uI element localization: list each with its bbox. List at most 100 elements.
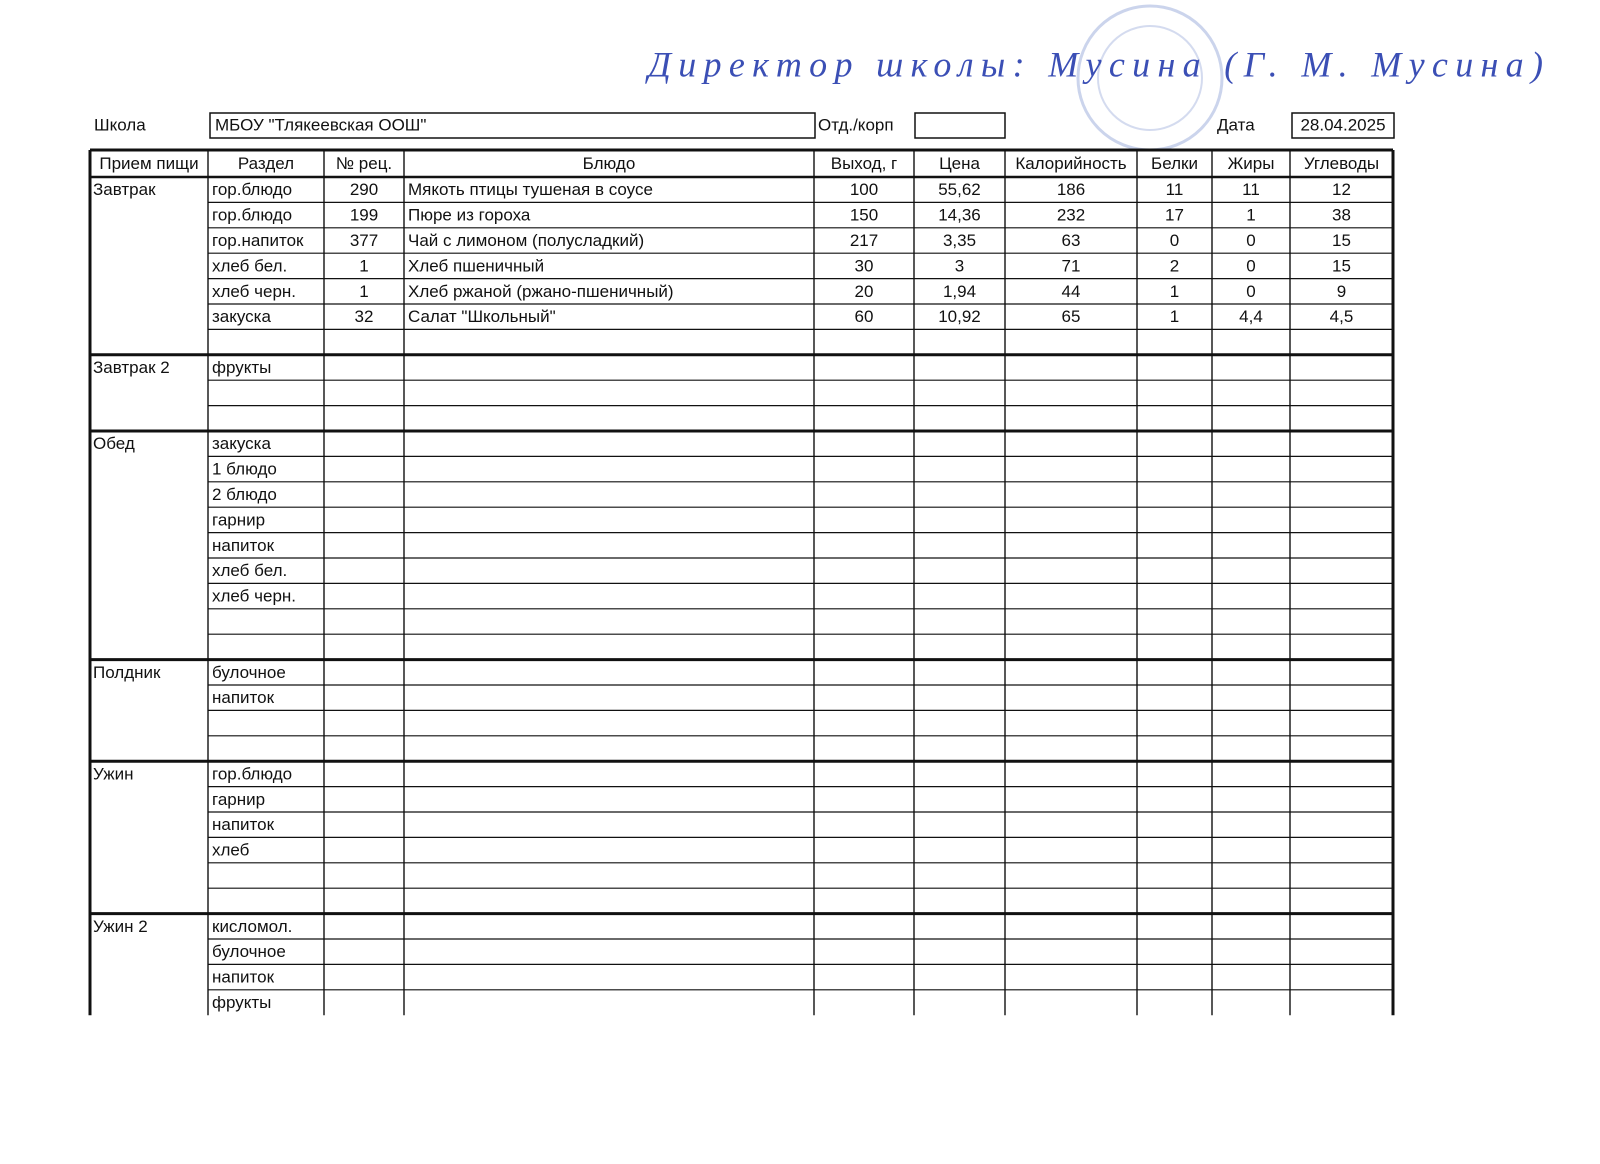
cell: 186 [1057,180,1085,199]
cell: 11 [1166,180,1184,199]
cell: Салат "Школьный" [408,307,556,326]
cell: 1 блюдо [212,460,277,479]
cell: фрукты [212,358,271,377]
school-label: Школа [94,115,146,134]
cell: 60 [855,307,874,326]
cell: напиток [212,815,275,834]
meal-name: Завтрак [93,180,156,199]
cell: 15 [1332,256,1351,275]
cell: Хлеб пшеничный [408,256,544,275]
cell: 377 [350,231,378,250]
cell: 65 [1062,307,1081,326]
meal-name: Ужин 2 [93,917,148,936]
cell: булочное [212,663,286,682]
cell: 3 [955,256,964,275]
cell: 232 [1057,206,1085,225]
cell: гор.блюдо [212,764,292,783]
cell: 4,4 [1239,307,1263,326]
column-header: Цена [939,154,980,173]
cell: закуска [212,307,271,326]
cell: 0 [1170,231,1179,250]
cell: 44 [1062,282,1081,301]
cell: хлеб черн. [212,587,296,606]
cell: 4,5 [1330,307,1354,326]
cell: Пюре из гороха [408,206,531,225]
stamp-inner [1097,25,1203,131]
cell: 2 [1170,256,1179,275]
cell: 14,36 [938,206,981,225]
column-header: Калорийность [1015,154,1126,173]
meal-name: Ужин [93,764,134,783]
cell: 3,35 [943,231,976,250]
cell: Хлеб ржаной (ржано-пшеничный) [408,282,674,301]
cell: гор.блюдо [212,206,292,225]
cell: 9 [1337,282,1346,301]
cell: булочное [212,942,286,961]
cell: гарнир [212,510,265,529]
cell: 2 блюдо [212,485,277,504]
branch-label: Отд./корп [818,115,894,134]
column-header: Блюдо [583,154,636,173]
cell: Чай с лимоном (полусладкий) [408,231,644,250]
cell: гор.блюдо [212,180,292,199]
cell: 63 [1062,231,1081,250]
cell: напиток [212,968,275,987]
cell: 1 [359,256,368,275]
cell: закуска [212,434,271,453]
cell: фрукты [212,993,271,1012]
meal-name: Обед [93,434,135,453]
column-header: Выход, г [831,154,898,173]
cell: 100 [850,180,878,199]
date: 28.04.2025 [1300,115,1385,134]
cell: 15 [1332,231,1351,250]
branch-box [914,112,1006,139]
cell: 20 [855,282,874,301]
date-box [1291,112,1395,139]
cell: гарнир [212,790,265,809]
cell: кисломол. [212,917,292,936]
column-header: № рец. [336,154,392,173]
column-header: Жиры [1228,154,1275,173]
cell: хлеб бел. [212,256,287,275]
cell: 1,94 [943,282,976,301]
cell: 30 [855,256,874,275]
cell: хлеб бел. [212,561,287,580]
cell: 17 [1165,206,1184,225]
cell: 10,92 [938,307,981,326]
column-header: Углеводы [1304,154,1379,173]
cell: 38 [1332,206,1351,225]
school: МБОУ "Тлякеевская ООШ" [215,115,426,134]
cell: 1 [1170,307,1179,326]
cell: 1 [1246,206,1255,225]
cell: 199 [350,206,378,225]
date-label: Дата [1217,115,1255,134]
signature: Директор школы: Мусина (Г. М. Мусина) [645,44,1543,84]
cell: гор.напиток [212,231,304,250]
column-header: Прием пищи [99,154,198,173]
cell: 1 [1170,282,1179,301]
cell: 12 [1332,180,1351,199]
cell: 0 [1246,282,1255,301]
cell: 55,62 [938,180,981,199]
cell: напиток [212,688,275,707]
cell: напиток [212,536,275,555]
cell: хлеб [212,841,250,860]
cell: 32 [355,307,374,326]
cell: 217 [850,231,878,250]
cell: 71 [1062,256,1081,275]
cell: Мякоть птицы тушеная в соусе [408,180,653,199]
cell: 150 [850,206,878,225]
cell: 0 [1246,231,1255,250]
cell: 1 [359,282,368,301]
cell: 290 [350,180,378,199]
meal-name: Завтрак 2 [93,358,170,377]
column-header: Раздел [238,154,294,173]
cell: 11 [1242,180,1260,199]
cell: 0 [1246,256,1255,275]
school-box [209,112,816,139]
meal-name: Полдник [93,663,161,682]
cell: хлеб черн. [212,282,296,301]
